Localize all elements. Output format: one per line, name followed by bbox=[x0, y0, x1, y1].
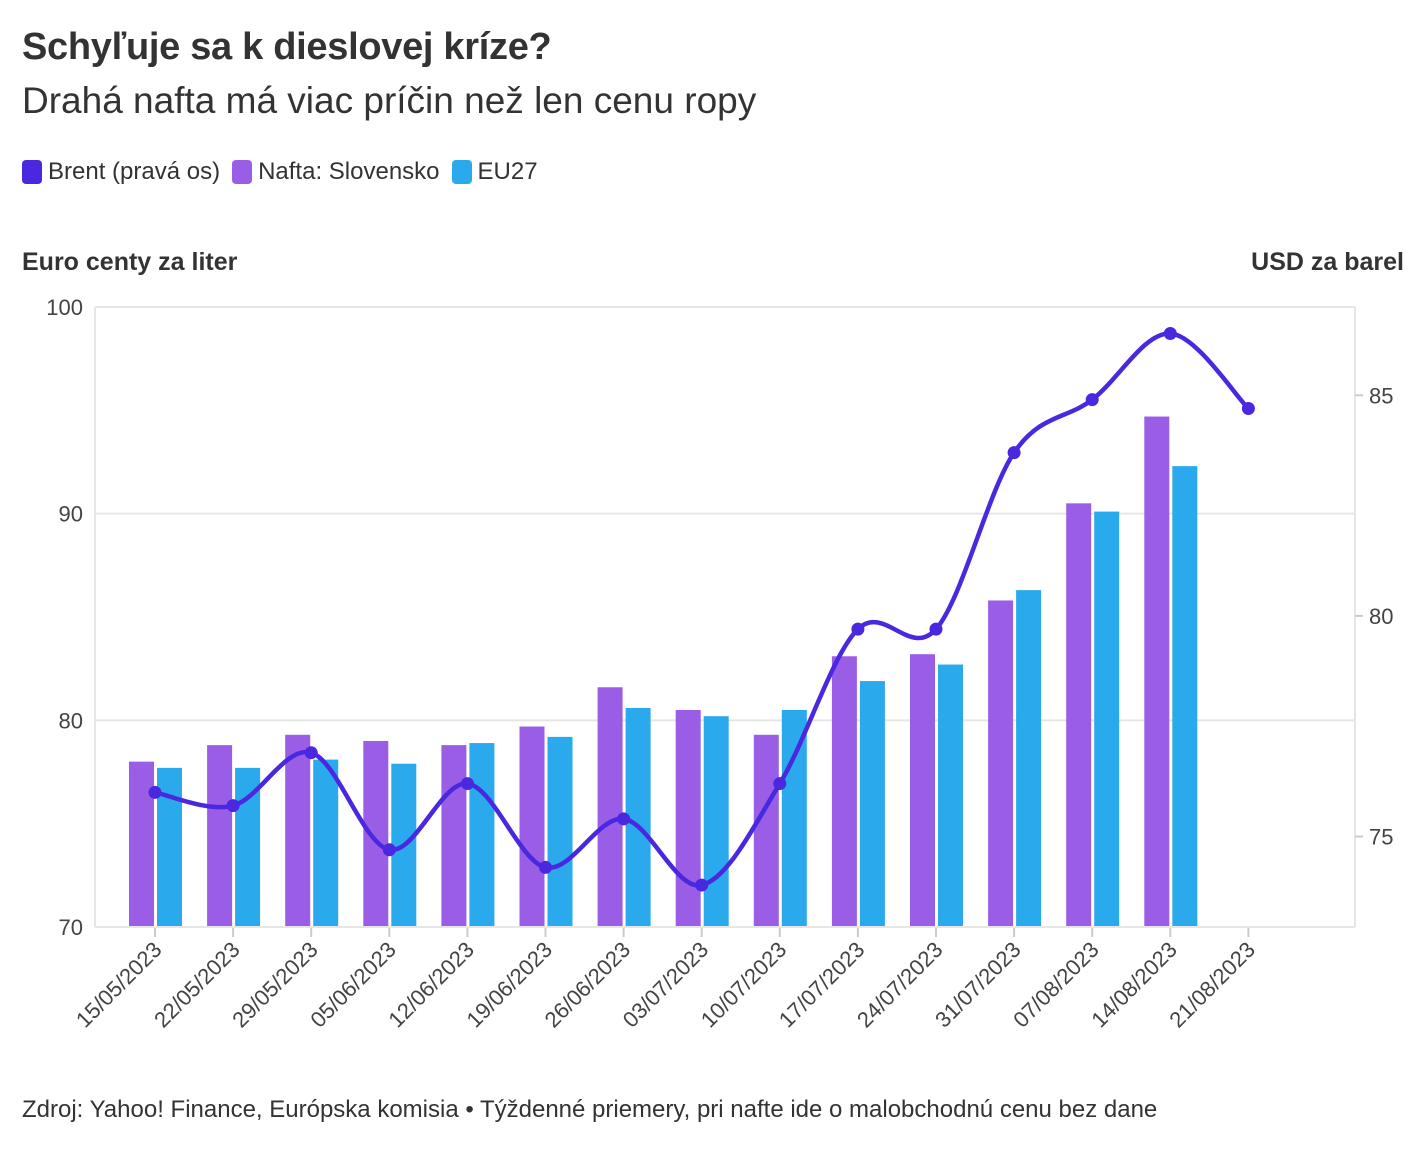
brent-point bbox=[304, 746, 318, 760]
brent-point bbox=[1241, 401, 1255, 415]
bar-nafta-slovensko bbox=[910, 654, 935, 927]
legend-label-brent: Brent (pravá os) bbox=[48, 158, 221, 185]
right-axis-tick-label: 85 bbox=[1369, 383, 1393, 408]
brent-point bbox=[617, 812, 631, 826]
legend-label-nafta-slovensko: Nafta: Slovensko bbox=[258, 158, 440, 185]
left-axis-tick-label: 70 bbox=[59, 915, 83, 940]
bar-eu27 bbox=[1172, 466, 1198, 927]
brent-point bbox=[148, 785, 162, 799]
bar-nafta-slovensko bbox=[675, 710, 701, 927]
left-axis-tick-label: 80 bbox=[59, 708, 83, 733]
bar-nafta-slovensko bbox=[285, 734, 311, 927]
bar-nafta-slovensko bbox=[988, 600, 1014, 927]
bar-nafta-slovensko bbox=[597, 687, 623, 927]
legend-swatch-nafta-slovensko bbox=[232, 160, 253, 184]
x-axis-tick-label: 21/08/2023 bbox=[1164, 937, 1260, 1033]
brent-line bbox=[152, 331, 1251, 888]
right-axis-tick-label: 80 bbox=[1369, 604, 1393, 629]
left-axis-tick-label: 90 bbox=[59, 502, 83, 527]
legend: Brent (pravá os) Nafta: Slovensko EU27 bbox=[22, 158, 550, 186]
brent-point bbox=[929, 622, 943, 636]
bar-eu27 bbox=[938, 664, 963, 927]
right-axis-title: USD za barel bbox=[1251, 248, 1404, 276]
legend-swatch-eu27 bbox=[451, 160, 472, 184]
brent-point bbox=[1085, 393, 1099, 407]
bar-eu27 bbox=[859, 681, 885, 927]
bar-eu27 bbox=[313, 759, 339, 927]
chart-subtitle: Drahá nafta má viac príčin než len cenu … bbox=[22, 80, 757, 121]
right-axis-tick-label: 75 bbox=[1369, 825, 1393, 850]
bar-eu27 bbox=[703, 716, 729, 927]
bar-nafta-slovensko bbox=[519, 726, 545, 927]
bar-eu27 bbox=[781, 710, 807, 927]
bar-nafta-slovensko bbox=[1066, 503, 1092, 927]
bar-eu27 bbox=[547, 736, 573, 927]
bar-eu27 bbox=[1016, 590, 1042, 927]
bar-eu27 bbox=[1094, 511, 1120, 927]
brent-point bbox=[695, 878, 709, 892]
legend-item-brent[interactable]: Brent (pravá os) bbox=[22, 158, 220, 186]
legend-item-nafta-slovensko[interactable]: Nafta: Slovensko bbox=[232, 158, 440, 186]
brent-point bbox=[851, 622, 865, 636]
bar-eu27 bbox=[469, 743, 495, 927]
legend-label-eu27: EU27 bbox=[477, 158, 538, 185]
bar-nafta-slovensko bbox=[441, 745, 467, 927]
brent-point bbox=[539, 860, 552, 874]
left-axis-tick-label: 100 bbox=[46, 295, 83, 320]
bar-eu27 bbox=[235, 767, 261, 927]
source-footer: Zdroj: Yahoo! Finance, Európska komisia … bbox=[22, 1096, 1158, 1123]
brent-point bbox=[1163, 326, 1177, 340]
brent-point bbox=[226, 799, 240, 813]
brent-point bbox=[382, 843, 396, 857]
left-axis-title: Euro centy za liter bbox=[22, 248, 238, 276]
brent-point bbox=[460, 777, 474, 791]
legend-item-eu27[interactable]: EU27 bbox=[451, 158, 538, 186]
bar-nafta-slovensko bbox=[831, 656, 857, 927]
brent-point bbox=[1007, 446, 1021, 460]
bar-nafta-slovensko bbox=[363, 741, 389, 927]
bar-nafta-slovensko bbox=[207, 745, 233, 927]
bar-nafta-slovensko bbox=[129, 761, 154, 927]
legend-swatch-brent bbox=[22, 160, 42, 184]
chart-title: Schyľuje sa k dieslovej kríze? bbox=[22, 26, 552, 68]
bar-nafta-slovensko bbox=[753, 734, 779, 927]
brent-point bbox=[773, 777, 787, 791]
bar-nafta-slovensko bbox=[1144, 416, 1170, 927]
